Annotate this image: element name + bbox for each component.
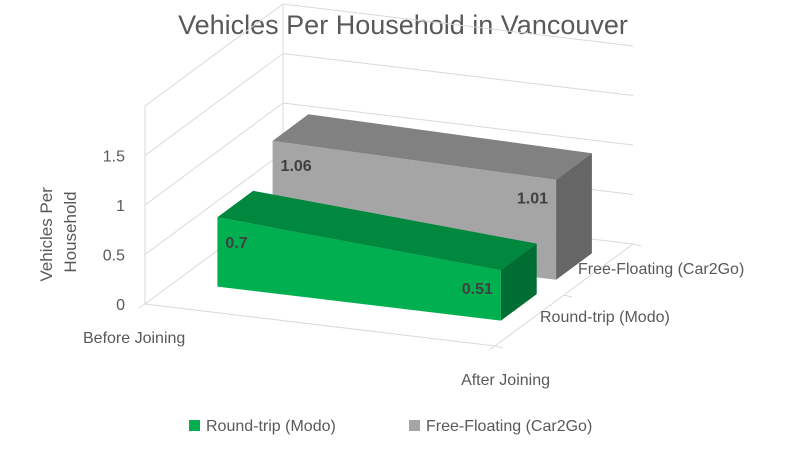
legend-swatch (189, 420, 200, 431)
ribbon-front (217, 217, 501, 321)
category-label: After Joining (461, 372, 550, 389)
series-ribbon: 0.7 0.51 (217, 190, 537, 321)
data-label: 0.7 (225, 235, 247, 252)
series-axis-label: Free-Floating (Car2Go) (578, 261, 744, 278)
legend: Round-trip (Modo) Free-Floating (Car2Go) (189, 418, 592, 435)
data-label: 1.06 (281, 158, 312, 175)
legend-label: Round-trip (Modo) (206, 418, 336, 435)
y-axis-title-line-1: Vehicles Per (37, 187, 56, 282)
chart-title: Vehicles Per Household in Vancouver (178, 10, 628, 40)
y-tick-labels: 0 0.5 1 1.5 (103, 149, 125, 315)
ribbon-top (272, 114, 592, 180)
category-labels: Before Joining After Joining (83, 330, 550, 389)
series-axis-label: Round-trip (Modo) (540, 309, 670, 326)
axis-tick (563, 294, 573, 298)
ribbon-side (556, 153, 592, 280)
category-label: Before Joining (83, 330, 185, 347)
axis-tick (138, 303, 146, 309)
data-label: 1.01 (517, 191, 548, 208)
y-tick-label: 0.5 (103, 248, 125, 265)
y-axis-title-line-2: Household (61, 191, 80, 272)
legend-label: Free-Floating (Car2Go) (426, 418, 592, 435)
axis-tick (494, 345, 504, 349)
axis-tick (632, 243, 642, 247)
axis-tick (488, 345, 496, 351)
y-tick-label: 1 (116, 198, 125, 215)
ribbon-side (500, 243, 537, 321)
y-tick-label: 1.5 (103, 149, 125, 166)
legend-swatch (409, 420, 420, 431)
bars: 1.06 1.01 0.7 0.51 (217, 114, 592, 321)
series-axis-labels: Round-trip (Modo) Free-Floating (Car2Go) (540, 261, 744, 326)
y-tick-label: 0 (116, 297, 125, 314)
y-axis-title: Vehicles Per Household (37, 182, 80, 281)
ribbon-top (217, 190, 537, 271)
data-label: 0.51 (462, 281, 493, 298)
